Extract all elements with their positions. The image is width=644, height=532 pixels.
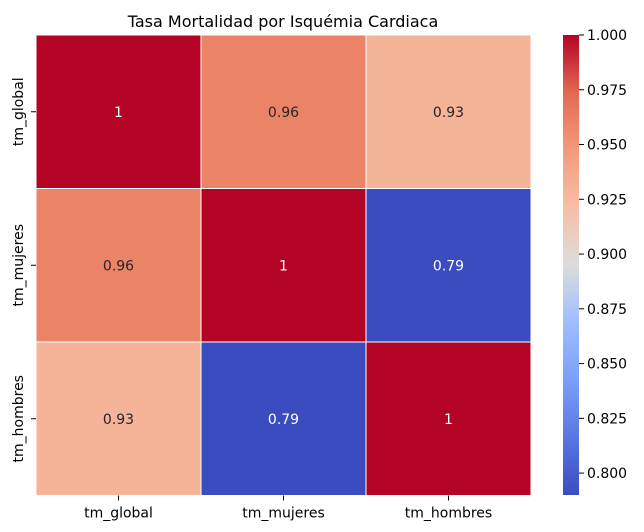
cell-annotation-0-0: 1 [114, 105, 123, 121]
colorbar-ticks: 0.800 0.825 0.850 0.875 0.900 0.925 0.950 0.975… [579, 28, 627, 482]
cell-annotations: 1 0.96 0.93 0.96 1 0.79 0.93 0.79 1 [103, 105, 464, 428]
colorbar-tick-label: 1.000 [587, 28, 627, 44]
colorbar-tick-label: 0.800 [587, 466, 627, 482]
cell-annotation-0-2: 0.93 [433, 105, 464, 121]
cell-annotation-2-1: 0.79 [268, 412, 299, 428]
x-axis-ticks: tm_global tm_mujeres tm_hombres [84, 495, 492, 522]
chart-title: Tasa Mortalidad por Isquémia Cardiaca [127, 12, 439, 31]
heatmap-cell-1-0 [35, 188, 202, 343]
y-tick-label: tm_hombres [11, 375, 27, 462]
colorbar-tick-label: 0.850 [587, 357, 627, 373]
cell-annotation-2-2: 1 [444, 412, 453, 428]
y-axis-ticks: tm_global tm_mujeres tm_hombres [11, 77, 36, 462]
colorbar-tick-label: 0.875 [587, 302, 627, 318]
x-tick-label: tm_global [84, 506, 153, 522]
cell-annotation-1-1: 1 [279, 258, 288, 274]
heatmap-cell-2-0 [35, 341, 202, 496]
colorbar-gradient [563, 35, 579, 495]
heatmap-cells [35, 34, 532, 496]
colorbar-tick-label: 0.925 [587, 192, 627, 208]
colorbar: 0.800 0.825 0.850 0.875 0.900 0.925 0.950 0.975… [563, 28, 627, 495]
colorbar-tick-label: 0.975 [587, 83, 627, 99]
heatmap-cell-2-1 [200, 341, 367, 496]
x-tick-label: tm_mujeres [242, 506, 325, 522]
heatmap-cell-0-2 [365, 34, 532, 189]
heatmap-cell-2-2 [365, 341, 532, 496]
cell-annotation-0-1: 0.96 [268, 105, 299, 121]
heatmap-cell-0-1 [200, 34, 367, 189]
heatmap-cell-1-2 [365, 188, 532, 343]
x-tick-label: tm_hombres [405, 506, 492, 522]
colorbar-tick-label: 0.825 [587, 411, 627, 427]
heatmap-cell-0-0 [35, 34, 202, 189]
colorbar-tick-label: 0.900 [587, 247, 627, 263]
cell-annotation-2-0: 0.93 [103, 412, 134, 428]
y-tick-label: tm_global [11, 77, 27, 146]
y-tick-label: tm_mujeres [11, 224, 27, 307]
colorbar-tick-label: 0.950 [587, 138, 627, 154]
cell-annotation-1-0: 0.96 [103, 258, 134, 274]
cell-annotation-1-2: 0.79 [433, 258, 464, 274]
